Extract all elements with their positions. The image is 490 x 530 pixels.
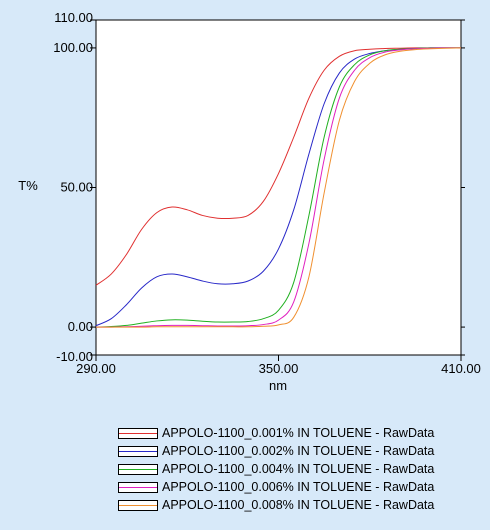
- series-line-5: [96, 47, 462, 328]
- legend-swatch: [118, 481, 158, 493]
- plot-area: [95, 19, 462, 356]
- legend-swatch-line: [119, 432, 157, 434]
- series-line-1: [95, 47, 461, 286]
- legend-swatch-line: [119, 450, 157, 452]
- legend-swatch-line: [119, 468, 157, 470]
- legend-label: APPOLO-1100_0.001% IN TOLUENE - RawData: [162, 426, 435, 440]
- legend-item: APPOLO-1100_0.008% IN TOLUENE - RawData: [118, 496, 468, 514]
- y-tick-label: 0.00: [68, 319, 93, 334]
- legend-swatch-line: [119, 504, 157, 506]
- legend: APPOLO-1100_0.001% IN TOLUENE - RawData A…: [118, 424, 468, 514]
- legend-swatch-line: [119, 486, 157, 488]
- y-tick-label: 50.00: [60, 180, 93, 195]
- legend-swatch: [118, 427, 158, 439]
- series-line-3: [95, 47, 461, 328]
- legend-label: APPOLO-1100_0.008% IN TOLUENE - RawData: [162, 498, 435, 512]
- y-tick-label: -10.00: [56, 349, 93, 364]
- legend-swatch: [118, 463, 158, 475]
- legend-label: APPOLO-1100_0.004% IN TOLUENE - RawData: [162, 462, 435, 476]
- legend-item: APPOLO-1100_0.006% IN TOLUENE - RawData: [118, 478, 468, 496]
- legend-swatch: [118, 445, 158, 457]
- series-line-4: [95, 47, 462, 328]
- legend-swatch: [118, 499, 158, 511]
- legend-item: APPOLO-1100_0.001% IN TOLUENE - RawData: [118, 424, 468, 442]
- y-tick-label: 110.00: [54, 10, 93, 25]
- y-axis-title: T%: [18, 178, 38, 193]
- y-tick-label: 100.00: [53, 40, 93, 55]
- x-tick-label: 410.00: [441, 361, 481, 376]
- x-tick-label: 350.00: [259, 361, 299, 376]
- legend-label: APPOLO-1100_0.006% IN TOLUENE - RawData: [162, 480, 435, 494]
- legend-item: APPOLO-1100_0.004% IN TOLUENE - RawData: [118, 460, 468, 478]
- legend-item: APPOLO-1100_0.002% IN TOLUENE - RawData: [118, 442, 468, 460]
- legend-label: APPOLO-1100_0.002% IN TOLUENE - RawData: [162, 444, 435, 458]
- x-tick-label: 290.00: [76, 361, 116, 376]
- x-axis-title: nm: [269, 378, 287, 393]
